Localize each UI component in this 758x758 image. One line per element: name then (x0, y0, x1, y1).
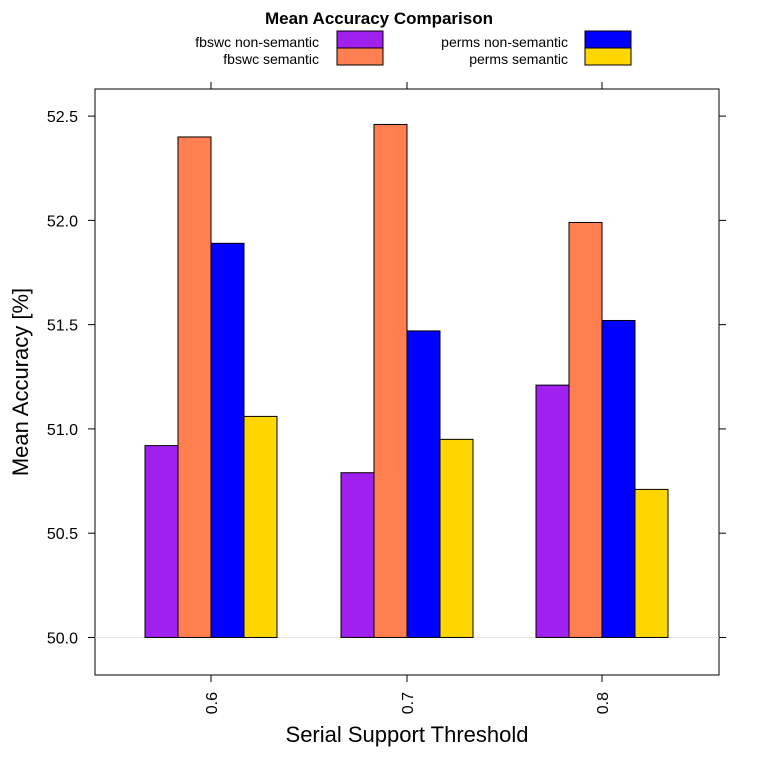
x-tick-label: 0.8 (595, 692, 612, 714)
y-tick-label: 50.0 (47, 630, 78, 647)
legend-swatch (584, 47, 632, 66)
legend-label: fbswc non-semantic (195, 34, 319, 50)
bars (144, 123, 669, 638)
y-tick-label: 51.5 (47, 318, 78, 335)
bar (243, 415, 278, 638)
bar (373, 123, 408, 638)
legend-swatch (336, 30, 384, 49)
bar (144, 445, 179, 638)
x-tick-label: 0.6 (204, 692, 221, 714)
y-tick-label: 52.5 (47, 109, 78, 126)
bar (340, 472, 375, 638)
y-axis: 50.0 50.5 51.0 51.5 52.0 52.5 (47, 109, 726, 647)
bar (210, 242, 245, 638)
x-axis: 0.6 0.7 0.8 (204, 82, 612, 714)
bar (568, 221, 603, 638)
legend-swatch (336, 47, 384, 66)
y-axis-label: Mean Accuracy [%] (8, 288, 33, 476)
legend-swatch (584, 30, 632, 49)
y-tick-label: 52.0 (47, 213, 78, 230)
chart-title: Mean Accuracy Comparison (265, 9, 493, 28)
x-tick-label: 0.7 (400, 692, 417, 714)
legend-label: perms semantic (469, 51, 568, 67)
bar (634, 488, 669, 638)
legend-label: perms non-semantic (441, 34, 568, 50)
bar (177, 136, 212, 638)
bar (535, 384, 570, 638)
y-tick-label: 51.0 (47, 422, 78, 439)
y-tick-label: 50.5 (47, 526, 78, 543)
bar (439, 438, 474, 638)
bar (601, 319, 636, 638)
x-axis-label: Serial Support Threshold (286, 722, 529, 747)
bar (406, 330, 441, 638)
legend-label: fbswc semantic (223, 51, 319, 67)
